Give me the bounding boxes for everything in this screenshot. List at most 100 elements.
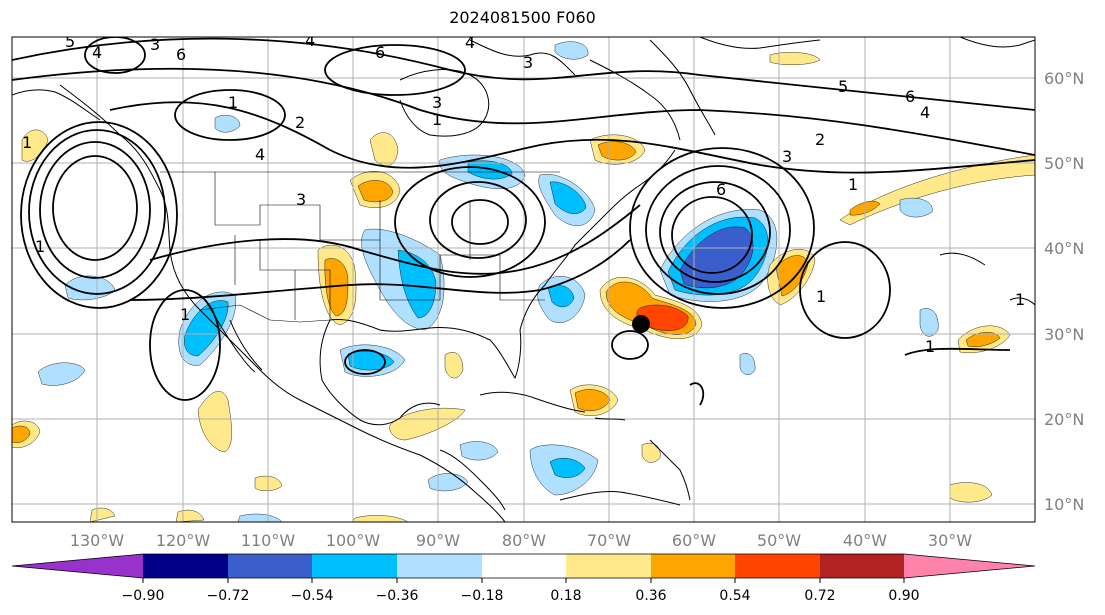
positive-anomaly-manitoba [369,132,399,167]
positive-anomaly-pacific-west-core [12,425,31,443]
contour-label: 1 [180,305,190,324]
political-borders [160,171,560,323]
colorbar-tick-label: −0.72 [207,588,250,604]
contour-label: 4 [920,103,930,122]
contour-label: 6 [176,45,186,64]
longitude-axis: 130°W 120°W 110°W 100°W 90°W 80°W 70°W 6… [70,531,972,550]
positive-anomaly-alaska [21,129,49,162]
colorbar-segment [566,554,651,578]
contour-label: 6 [375,43,385,62]
contour-label: 2 [295,113,305,132]
longitude-label: 120°W [156,531,211,550]
colorbar-segment [228,554,312,578]
coastlines [12,37,1035,522]
contour-label: 4 [465,33,475,52]
positive-anomaly-caribbean-core [574,389,611,411]
positive-anomaly-greenland [769,52,821,65]
colorbar-segment [312,554,397,578]
negative-anomaly-greenland [554,41,589,60]
negative-anomaly-yucatan [459,441,499,461]
colorbar-segment [143,554,228,578]
contour-label: 3 [782,147,792,166]
positive-anomaly-labrador-core [597,141,637,161]
positive-anomaly-central-america [389,407,466,441]
contour-label: 1 [848,175,858,194]
contour-label: 4 [255,145,265,164]
colorbar-segment [904,554,1035,578]
contour-label: 6 [716,180,726,199]
positive-anomaly-south-atlantic [949,482,993,503]
colorbar-segment [397,554,482,578]
negative-anomaly-caribbean-core [549,457,586,478]
contour-lines [12,37,1035,406]
latitude-label: 50°N [1044,154,1084,173]
colorbar-tick-label: −0.54 [291,588,334,604]
contour-label: 3 [150,35,160,54]
latitude-label: 30°N [1044,325,1084,344]
positive-anomaly-dakotas-core [357,180,394,203]
colorbar-segment [820,554,904,578]
negative-anomaly-lakes-core [467,160,513,180]
map-title: 2024081500 F060 [449,8,596,27]
shaded-anomaly-fields [12,41,1035,522]
longitude-label: 50°W [757,531,801,550]
positive-anomaly-pacific-s3 [351,515,409,522]
colorbar: −0.90 −0.72 −0.54 −0.36 −0.18 0.18 0.36 … [11,553,1036,604]
longitude-label: 100°W [326,531,381,550]
positive-anomaly-northatlantic-band [839,154,1035,226]
negative-anomaly-azores [899,197,933,218]
longitude-label: 80°W [502,531,546,550]
colorbar-tick-label: −0.18 [461,588,504,604]
colorbar-tick-label: 0.90 [888,588,919,604]
contour-labels: 5 4 3 6 4 1 2 4 3 3 1 6 4 3 2 3 1 6 1 1 … [22,32,1025,356]
contour-label: 1 [35,237,45,256]
storm-center-marker [632,315,650,333]
colorbar-tick-label: −0.90 [122,588,165,604]
positive-anomaly-pacific-sw [89,507,116,522]
contour-label: 3 [296,190,306,209]
contour-label: 2 [815,130,825,149]
positive-anomaly-gulf-small [444,352,464,379]
negative-anomaly-northeast-core [549,181,587,214]
contour-label: 1 [925,337,935,356]
longitude-label: 60°W [672,531,716,550]
colorbar-segment [12,554,143,578]
latitude-label: 60°N [1044,69,1084,88]
contour-label: 1 [816,287,826,306]
colorbar-tick-label: −0.36 [376,588,419,604]
latitude-axis: 60°N 50°N 40°N 30°N 20°N 10°N [1044,69,1084,514]
negative-anomaly-baja-core [184,300,229,357]
contour-label: 4 [92,43,102,62]
positive-anomaly-pacific-mexico [197,391,232,453]
positive-anomaly-plains-core [324,258,349,317]
contour-label: 1 [432,110,442,129]
negative-anomaly-bc [214,115,241,133]
colorbar-tick-label: 0.54 [719,588,750,604]
negative-anomaly-pacific-s [237,513,283,522]
positive-anomaly-antilles [641,442,661,463]
negative-anomaly-east-atlantic [919,308,939,337]
negative-anomaly-pacific-tropics [739,353,756,375]
contour-label: 1 [22,133,32,152]
map-border [11,36,1036,523]
negative-anomaly-pacific-small [37,362,86,386]
colorbar-tick-label: 0.36 [635,588,666,604]
latitude-label: 10°N [1044,495,1084,514]
contour-label: 3 [432,93,442,112]
contour-label: 3 [523,53,533,72]
longitude-label: 30°W [928,531,972,550]
contour-label: 1 [1015,290,1025,309]
longitude-label: 90°W [416,531,460,550]
longitude-label: 130°W [70,531,125,550]
colorbar-tick-label: 0.72 [804,588,835,604]
latitude-label: 20°N [1044,410,1084,429]
contour-label: 1 [228,93,238,112]
longitude-label: 70°W [587,531,631,550]
colorbar-segment [651,554,735,578]
longitude-label: 40°W [843,531,887,550]
contour-label: 5 [65,32,75,51]
longitude-label: 110°W [241,531,296,550]
contour-label: 5 [838,77,848,96]
colorbar-segment [735,554,820,578]
